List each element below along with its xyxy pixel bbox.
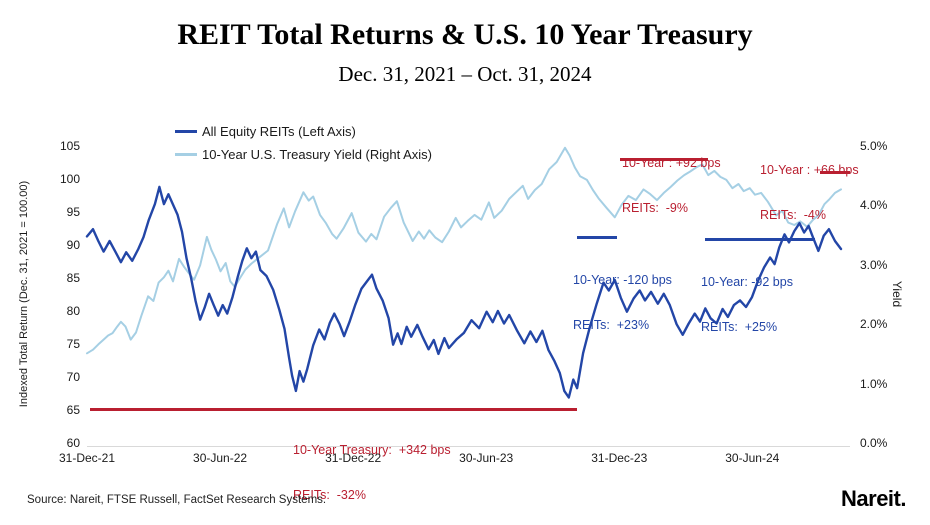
annotation-2024-red: 10-Year : +66 bps REITs: -4% (760, 133, 859, 253)
annotation-text: 10-Year Treasury: +342 bps (293, 443, 451, 457)
left-axis-tick: 65 (66, 403, 80, 417)
left-axis-tick: 60 (66, 436, 80, 450)
treasury-line-swatch (175, 153, 197, 156)
annotation-2022h2-red: 10-Year : +92 bps REITs: -9% (622, 126, 721, 246)
legend-item-reits: All Equity REITs (Left Axis) (175, 120, 432, 143)
nareit-logo: Nareit. (841, 486, 906, 511)
annotation-text: 10-Year : +66 bps (760, 163, 859, 177)
annotation-text: 10-Year: -92 bps (701, 275, 793, 289)
annotation-2023rally-blue: 10-Year: -120 bps REITs: +23% (573, 243, 672, 363)
reits-total-return-line (85, 185, 843, 399)
x-axis-tick: 31-Dec-22 (325, 451, 382, 465)
source-note: Source: Nareit, FTSE Russell, FactSet Re… (27, 494, 327, 506)
annotation-text: REITs: +25% (701, 320, 778, 334)
annotation-text: REITs: -32% (293, 488, 366, 502)
left-axis-tick: 70 (66, 370, 80, 384)
x-axis-tick: 30-Jun-23 (459, 451, 514, 465)
right-axis-tick: 5.0% (860, 139, 888, 153)
right-axis-tick: 0.0% (860, 436, 888, 450)
annotation-2022selloff-red: 10-Year Treasury: +342 bps REITs: -32% (293, 413, 451, 525)
annotation-text: REITs: -4% (760, 208, 826, 222)
page-title: REIT Total Returns & U.S. 10 Year Treasu… (177, 18, 753, 51)
annotation-line-blue-right (705, 238, 815, 241)
right-axis-tick: 1.0% (860, 376, 888, 391)
left-axis-tick: 90 (66, 238, 80, 252)
legend-label-treasury: 10-Year U.S. Treasury Yield (Right Axis) (202, 147, 433, 162)
left-axis-tick: 95 (66, 205, 80, 219)
right-axis-title: Yield (890, 280, 904, 308)
annotation-line-red-bottom (90, 408, 577, 411)
annotation-underline-red-right (820, 171, 850, 174)
right-axis-tick: 4.0% (860, 198, 888, 213)
annotation-underline-red-mid (620, 158, 708, 161)
legend-item-treasury: 10-Year U.S. Treasury Yield (Right Axis) (175, 143, 432, 166)
annotation-2024rally-blue: 10-Year: -92 bps REITs: +25% (701, 245, 793, 365)
reits-line-swatch (175, 130, 197, 133)
left-axis-title: Indexed Total Return (Dec. 31, 2021 = 10… (18, 180, 30, 408)
left-axis-tick: 75 (66, 337, 80, 351)
legend-label-reits: All Equity REITs (Left Axis) (202, 124, 356, 139)
x-axis-tick: 31-Dec-21 (58, 451, 116, 465)
x-axis-tick: 30-Jun-24 (725, 451, 780, 465)
x-axis-line (87, 446, 850, 447)
left-axis-tick: 100 (59, 172, 80, 186)
annotation-line-blue-left (577, 236, 617, 239)
annotation-text: REITs: -9% (622, 201, 688, 215)
right-axis-tick: 3.0% (860, 257, 888, 272)
chart-plot (85, 146, 843, 399)
left-axis-tick: 105 (59, 139, 80, 153)
annotation-text: 10-Year: -120 bps (573, 273, 672, 287)
x-axis-tick: 31-Dec-23 (591, 451, 648, 465)
left-axis-tick: 85 (66, 271, 80, 285)
x-axis-tick: 30-Jun-22 (193, 451, 248, 465)
annotation-text: REITs: +23% (573, 318, 650, 332)
left-axis-tick: 80 (66, 304, 80, 318)
legend: All Equity REITs (Left Axis) 10-Year U.S… (175, 120, 432, 166)
right-axis-tick: 2.0% (860, 317, 888, 332)
page-subtitle: Dec. 31, 2021 – Oct. 31, 2024 (338, 62, 592, 86)
